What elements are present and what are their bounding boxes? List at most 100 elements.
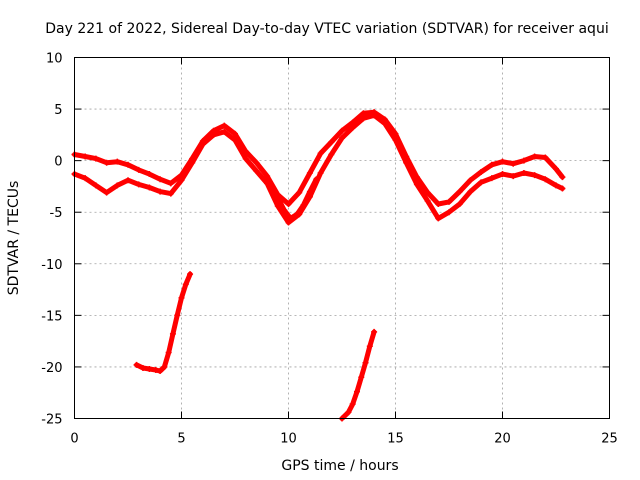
series-arc-upper — [71, 109, 566, 207]
x-axis-label: GPS time / hours — [281, 458, 398, 474]
data-point — [366, 343, 373, 350]
data-point — [135, 166, 142, 173]
data-point — [349, 124, 356, 131]
data-point — [424, 189, 431, 196]
data-point — [232, 130, 238, 137]
data-point — [345, 409, 352, 416]
data-point — [103, 159, 110, 166]
data-point — [499, 158, 506, 165]
x-tick-label: 0 — [70, 432, 78, 447]
data-point — [559, 185, 566, 192]
data-point — [531, 172, 538, 179]
x-tick-label: 10 — [280, 432, 297, 447]
data-point — [274, 194, 281, 201]
data-point — [146, 171, 153, 178]
data-point — [114, 158, 121, 165]
series-arc-lower — [71, 112, 566, 226]
data-point — [499, 171, 506, 178]
data-point — [510, 160, 517, 167]
series-line — [268, 176, 319, 221]
axis-ticks — [74, 57, 610, 419]
data-point — [285, 219, 292, 226]
data-point — [157, 188, 164, 195]
data-point — [189, 159, 196, 166]
data-point — [165, 349, 172, 356]
data-point — [264, 173, 271, 180]
data-point — [353, 388, 360, 395]
y-tick-label: -25 — [41, 413, 62, 428]
x-tick-label: 15 — [387, 432, 404, 447]
y-tick-label: 0 — [54, 155, 62, 170]
data-point — [362, 359, 369, 366]
data-point — [125, 177, 131, 184]
series-arc-dip-extra — [268, 176, 320, 222]
data-point — [435, 200, 442, 207]
plot-frame — [74, 57, 610, 419]
data-point — [488, 161, 495, 168]
data-point — [392, 137, 399, 144]
data-point — [542, 154, 549, 161]
data-point — [510, 173, 517, 180]
data-point — [146, 184, 153, 191]
x-tick-label: 25 — [601, 432, 618, 447]
x-tick-label: 5 — [177, 432, 185, 447]
data-point — [135, 181, 142, 188]
data-point — [456, 200, 463, 207]
data-point — [167, 180, 174, 187]
data-point — [221, 128, 228, 135]
data-point — [281, 207, 288, 214]
x-tick-label: 20 — [494, 432, 511, 447]
y-tick-label: -15 — [41, 309, 62, 324]
data-point — [317, 150, 324, 157]
series-segment-early — [133, 271, 194, 375]
data-point — [300, 201, 307, 208]
data-point — [424, 197, 431, 204]
data-point — [125, 161, 131, 168]
data-point — [467, 177, 474, 184]
data-point — [152, 367, 159, 374]
data-point — [242, 155, 249, 162]
data-point — [114, 182, 121, 189]
data-point — [187, 271, 194, 278]
data-point — [221, 122, 228, 129]
y-tick-label: -5 — [50, 206, 63, 221]
data-point — [478, 168, 485, 175]
data-point — [285, 200, 292, 207]
data-point — [317, 170, 324, 177]
data-point — [467, 188, 474, 195]
x-tick-labels: 0 5 10 15 20 25 — [70, 432, 617, 447]
data-point — [520, 157, 527, 164]
data-point — [199, 141, 206, 148]
y-axis-label: SDTVAR / TECUs — [6, 181, 22, 296]
data-point — [559, 174, 566, 181]
data-point — [133, 361, 140, 368]
data-point — [92, 155, 99, 162]
data-point — [174, 312, 181, 319]
data-point — [371, 328, 378, 335]
data-point — [358, 374, 365, 381]
data-point — [313, 176, 320, 183]
data-point — [339, 127, 345, 134]
data-point — [381, 120, 388, 127]
data-point — [446, 209, 452, 216]
data-point — [360, 110, 367, 117]
data-point — [328, 139, 335, 146]
data-point — [268, 184, 275, 191]
data-point — [92, 182, 99, 189]
data-point — [169, 330, 176, 337]
data-point — [146, 365, 153, 372]
data-point — [360, 115, 367, 122]
data-point — [139, 364, 146, 371]
y-tick-labels: -25 -20 -15 -10 -5 0 5 10 — [41, 52, 62, 428]
data-point — [232, 137, 238, 144]
data-series — [71, 109, 566, 422]
data-point — [210, 131, 217, 138]
y-tick-label: 10 — [46, 52, 63, 67]
data-point — [253, 159, 260, 166]
data-point — [456, 188, 463, 195]
data-point — [82, 175, 89, 182]
data-point — [294, 211, 301, 218]
series-segment-late — [339, 328, 378, 422]
